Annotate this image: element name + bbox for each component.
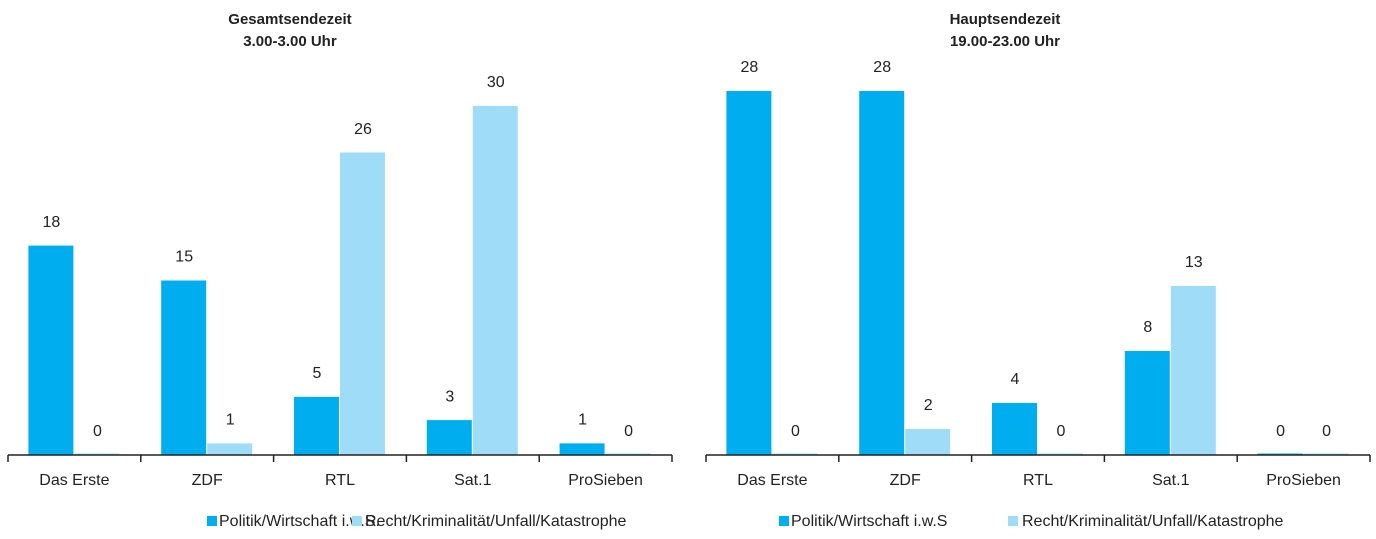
legend-swatch: [207, 516, 217, 526]
value-label: 28: [741, 59, 759, 76]
chart-title: Hauptsendezeit: [950, 11, 1061, 28]
bar: [426, 420, 472, 455]
value-label: 4: [1011, 371, 1020, 388]
value-label: 3: [445, 388, 454, 405]
chart-subtitle: 19.00-23.00 Uhr: [950, 33, 1060, 50]
legend-label: Politik/Wirtschaft i.w.S: [791, 513, 947, 530]
x-tick-label: RTL: [1023, 472, 1053, 489]
value-label: 26: [354, 121, 372, 138]
value-label: 28: [873, 59, 891, 76]
bar: [28, 245, 74, 455]
legend-label: Recht/Kriminalität/Unfall/Katastrophe: [1022, 513, 1284, 530]
value-label: 0: [1322, 423, 1331, 440]
legend-label: Recht/Kriminalität/Unfall/Katastrophe: [365, 513, 627, 530]
value-label: 1: [578, 412, 587, 429]
chart-subtitle: 3.00-3.00 Uhr: [243, 33, 337, 50]
value-label: 15: [175, 249, 193, 266]
value-label: 0: [624, 423, 633, 440]
value-label: 5: [313, 365, 322, 382]
bar: [859, 91, 905, 455]
bar: [559, 443, 605, 455]
value-label: 18: [43, 214, 61, 231]
bar: [472, 106, 518, 455]
x-tick-label: Das Erste: [737, 472, 807, 489]
bar: [340, 152, 385, 456]
bar: [1170, 286, 1216, 455]
value-label: 0: [1057, 423, 1066, 440]
legend-swatch: [352, 516, 362, 526]
value-label: 30: [487, 74, 505, 91]
legend-swatch: [1008, 516, 1018, 526]
bar: [905, 429, 951, 455]
value-label: 0: [1276, 423, 1285, 440]
bar: [161, 280, 207, 455]
value-label: 1: [226, 412, 235, 429]
value-label: 8: [1143, 319, 1152, 336]
x-tick-label: Sat.1: [1152, 472, 1189, 489]
chart-title: Gesamtsendezeit: [228, 11, 351, 28]
x-tick-label: RTL: [325, 472, 355, 489]
bar: [992, 403, 1037, 455]
value-label: 0: [791, 423, 800, 440]
x-tick-label: ZDF: [890, 472, 921, 489]
bar: [294, 396, 339, 455]
x-tick-label: ProSieben: [1266, 472, 1341, 489]
x-tick-label: Das Erste: [39, 472, 109, 489]
bar: [207, 443, 253, 455]
x-tick-label: ProSieben: [568, 472, 643, 489]
x-tick-label: Sat.1: [454, 472, 491, 489]
legend-label: Politik/Wirtschaft i.w.S.: [219, 513, 380, 530]
legend-swatch: [779, 516, 789, 526]
value-label: 0: [93, 423, 102, 440]
x-tick-label: ZDF: [192, 472, 223, 489]
value-label: 13: [1185, 254, 1203, 271]
bar: [726, 91, 772, 455]
bar: [1124, 351, 1170, 455]
value-label: 2: [924, 397, 933, 414]
